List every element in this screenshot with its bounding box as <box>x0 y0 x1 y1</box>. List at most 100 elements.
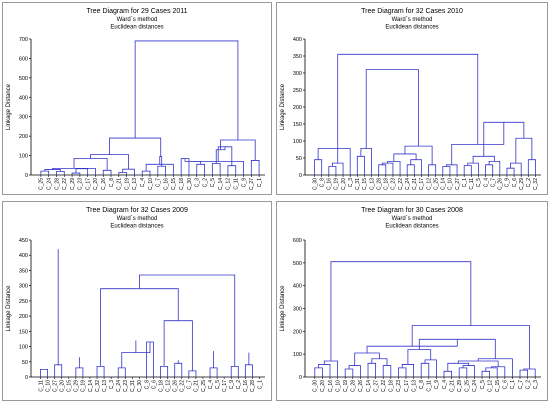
dendrogram-link <box>314 159 323 175</box>
leaf-label: C_1 <box>510 380 516 389</box>
leaf-label: C_21 <box>449 380 455 392</box>
chart-subtitle: Ward`s method <box>392 17 433 23</box>
dendrogram-link <box>348 365 361 377</box>
dendrogram-link <box>485 164 494 175</box>
dendrogram-link <box>481 370 490 377</box>
leaf-label: C_23 <box>391 178 397 190</box>
dendrogram-link <box>192 161 244 175</box>
dendrogram-link <box>96 365 105 377</box>
dendrogram-link <box>220 139 256 161</box>
y-tick-label: 200 <box>293 329 302 335</box>
dendrogram-link <box>317 148 351 175</box>
y-tick-label: 150 <box>293 122 302 128</box>
dendrogram-link <box>510 162 522 175</box>
dendrogram-link <box>337 53 479 164</box>
leaf-label: C_25 <box>201 380 207 392</box>
dendrogram-link <box>215 146 226 164</box>
dendrogram-link <box>73 158 108 171</box>
leaf-label: C_13 <box>102 380 108 392</box>
leaf-label: C_20 <box>93 178 99 190</box>
dendrogram-link <box>196 163 205 175</box>
y-tick-label: 600 <box>19 56 28 62</box>
leaf-label: C_6 <box>151 380 157 389</box>
leaf-label: C_18 <box>158 380 164 392</box>
leaf-label: C_6 <box>503 380 509 389</box>
dendrogram-link <box>40 170 50 175</box>
leaf-label: C_24 <box>116 380 122 392</box>
y-tick-label: 0 <box>299 173 302 179</box>
dendrogram-panel-2010: Tree Diagram for 32 Cases 2010 Ward`s met… <box>276 2 548 195</box>
dendrogram-link <box>209 367 218 377</box>
leaf-label: C_7 <box>490 178 496 187</box>
chart-subtitle: Euclidean distances <box>385 224 438 230</box>
leaf-label: C_4 <box>483 178 489 187</box>
dendrogram-link <box>404 145 433 165</box>
y-tick-label: 500 <box>19 76 28 82</box>
leaf-label: C_27 <box>373 380 379 392</box>
leaf-label: C_30 <box>137 380 143 392</box>
dendrogram-link <box>463 165 472 175</box>
leaf-label: C_25 <box>465 380 471 392</box>
leaf-label: C_17 <box>404 380 410 392</box>
leaf-label: C_9 <box>505 178 511 187</box>
dendrogram-link <box>75 168 89 175</box>
leaf-label: C_9 <box>241 178 247 187</box>
leaf-label: C_13 <box>369 178 375 190</box>
dendrogram-link <box>109 137 162 157</box>
leaf-label: C_14 <box>441 178 447 190</box>
leaf-label: C_5 <box>476 178 482 187</box>
leaf-label: C_18 <box>179 178 185 190</box>
leaf-label: C_25 <box>39 178 45 190</box>
leaf-label: C_27 <box>52 380 58 392</box>
dendrogram-2010: Tree Diagram for 32 Cases 2010 Ward`s met… <box>280 8 541 190</box>
leaf-label: C_16 <box>243 380 249 392</box>
dendrogram-link <box>117 367 126 377</box>
y-tick-label: 400 <box>293 284 302 290</box>
dendrogram-link <box>457 360 499 367</box>
leaf-label: C_5 <box>210 178 216 187</box>
dendrogram-link <box>506 167 515 175</box>
dendrogram-link <box>472 155 495 164</box>
leaf-label: C_7 <box>156 178 162 187</box>
leaf-label: C_2 <box>236 380 242 389</box>
leaf-label: C_5 <box>215 380 221 389</box>
leaf-label: C_20 <box>60 380 66 392</box>
leaf-label: C_13 <box>132 178 138 190</box>
leaf-label: C_21 <box>412 178 418 190</box>
leaf-label: C_11 <box>38 380 44 392</box>
y-tick-label: 500 <box>293 261 302 267</box>
leaf-label: C_13 <box>411 380 417 392</box>
dendrogram-link <box>184 158 202 165</box>
dendrogram-link <box>411 325 530 370</box>
y-axis-label: Linkage Distance <box>6 285 12 332</box>
dendrogram-panel-2008: Tree Diagram for 30 Cases 2008 Ward`s met… <box>276 201 548 401</box>
y-tick-label: 0 <box>299 375 302 381</box>
leaf-label: C_12 <box>226 178 232 190</box>
dendrogram-link <box>318 364 331 377</box>
leaf-label: C_24 <box>405 178 411 190</box>
leaf-label: C_3 <box>109 380 115 389</box>
leaf-label: C_5 <box>480 380 486 389</box>
chart-subtitle: Euclidean distances <box>110 25 163 31</box>
leaf-label: C_20 <box>341 178 347 190</box>
leaf-label: C_26 <box>358 380 364 392</box>
leaf-label: C_1 <box>257 178 263 187</box>
leaf-label: C_23 <box>396 380 402 392</box>
dendrogram-link <box>393 153 417 162</box>
y-tick-label: 300 <box>293 71 302 77</box>
leaf-label: C_7 <box>518 380 524 389</box>
leaf-label: C_22 <box>381 380 387 392</box>
leaf-label: C_22 <box>62 178 68 190</box>
dendrogram-link <box>424 359 437 377</box>
y-tick-label: 0 <box>25 375 28 381</box>
dendrogram-link <box>323 360 338 377</box>
y-tick-label: 450 <box>19 238 28 244</box>
dendrogram-link <box>100 288 179 367</box>
leaf-label: C_30 <box>187 178 193 190</box>
dendrogram-link <box>330 261 472 362</box>
leaf-label: C_14 <box>366 380 372 392</box>
leaf-label: C_8 <box>419 380 425 389</box>
leaf-label: C_16 <box>328 380 334 392</box>
dendrogram-link <box>174 362 183 377</box>
